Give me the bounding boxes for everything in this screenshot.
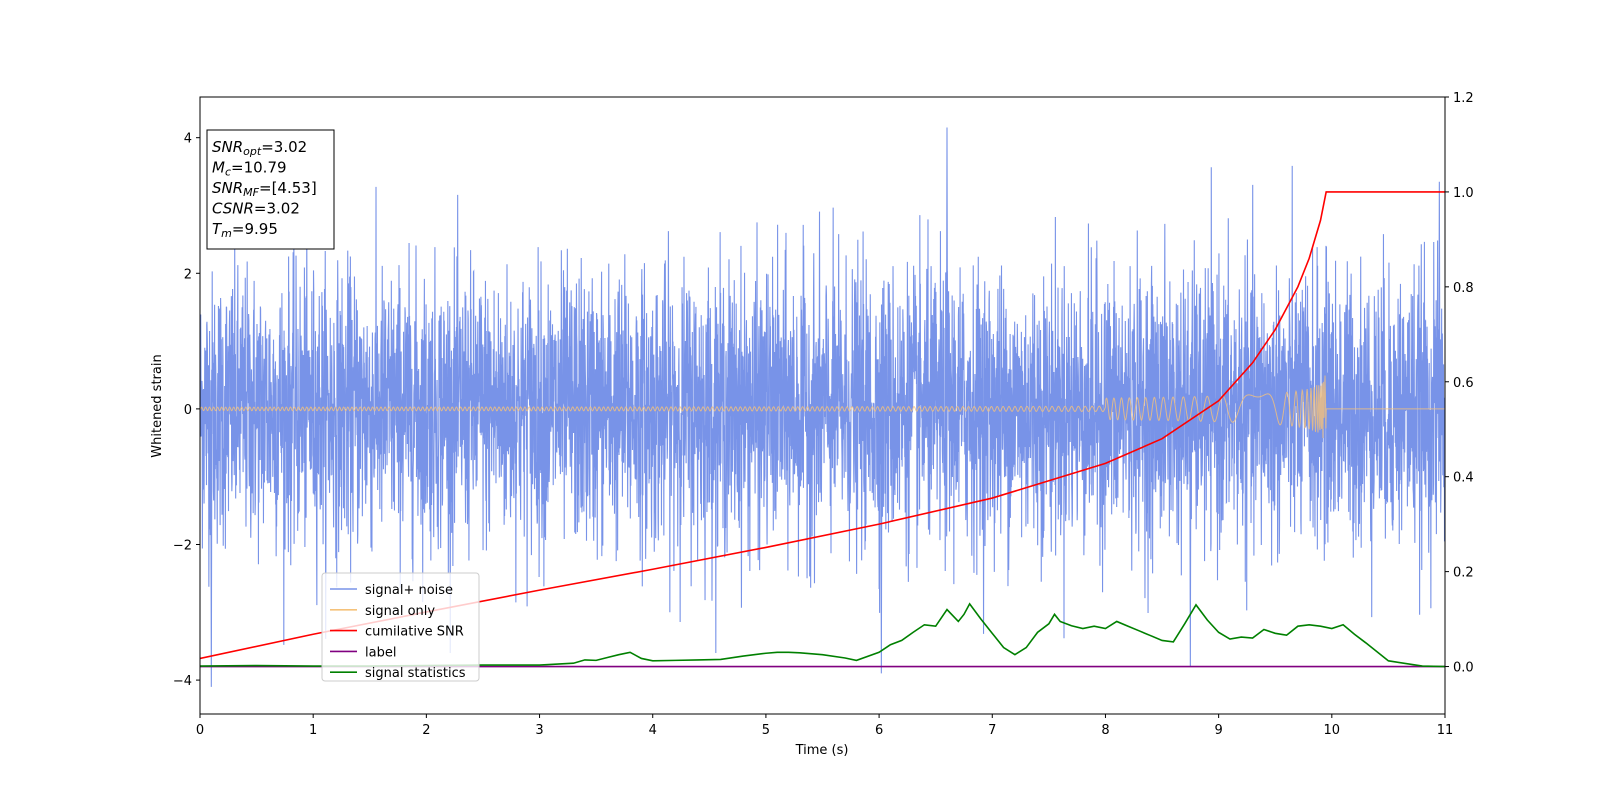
x-axis-label: Time (s) <box>795 743 849 758</box>
series-signal-statistics-line <box>200 602 1445 668</box>
y2-axis-ticks: 0.0 0.2 0.4 0.6 0.8 1.0 1.2 <box>1445 91 1474 676</box>
x-axis-ticks: 0 1 2 3 4 5 6 7 8 9 10 11 <box>196 714 1453 738</box>
legend-label: label <box>365 645 396 660</box>
y2-tick-label: 0.8 <box>1453 281 1474 296</box>
y-tick-label: 4 <box>184 132 192 147</box>
y2-tick-label: 1.0 <box>1453 186 1474 201</box>
y-tick-label: 0 <box>184 403 192 418</box>
x-tick-label: 0 <box>196 723 204 738</box>
y2-tick-label: 0.0 <box>1453 661 1474 676</box>
y-tick-label: −2 <box>173 538 192 553</box>
y-axis-ticks: −4 −2 0 2 4 <box>173 132 200 689</box>
x-tick-label: 6 <box>875 723 883 738</box>
x-tick-label: 1 <box>309 723 317 738</box>
x-tick-label: 9 <box>1214 723 1222 738</box>
info-line: SNRopt=3.02 <box>212 138 307 158</box>
y2-tick-label: 1.2 <box>1453 91 1474 106</box>
y2-tick-label: 0.2 <box>1453 566 1474 581</box>
legend-label: signal only <box>365 604 435 619</box>
x-tick-label: 11 <box>1437 723 1454 738</box>
plot-frame <box>199 96 1446 715</box>
x-tick-label: 10 <box>1324 723 1341 738</box>
y2-tick-label: 0.4 <box>1453 471 1474 486</box>
x-tick-label: 2 <box>422 723 430 738</box>
legend-frame <box>321 572 480 682</box>
legend-item-signal-only: signal only <box>330 604 435 619</box>
legend-item-signal-statistics: signal statistics <box>330 666 466 681</box>
x-tick-label: 5 <box>762 723 770 738</box>
x-tick-label: 8 <box>1101 723 1109 738</box>
legend-label: signal+ noise <box>365 583 453 598</box>
info-line: SNRMF=[4.53] <box>212 179 317 199</box>
y-axis-label: Whitened strain <box>150 354 165 457</box>
series-signal-noise-line <box>200 127 1445 687</box>
legend-label: signal statistics <box>365 666 466 681</box>
x-tick-label: 3 <box>535 723 543 738</box>
info-box: SNRopt=3.02Mc=10.79SNRMF=[4.53]CSNR=3.02… <box>206 129 335 250</box>
y-tick-label: −4 <box>173 674 192 689</box>
info-box-frame <box>206 129 335 250</box>
legend: signal+ noise signal only cumilative SNR la… <box>321 572 480 682</box>
series-cumulative-snr-line <box>200 191 1445 660</box>
y-tick-label: 2 <box>184 267 192 282</box>
info-line: Mc=10.79 <box>212 159 287 179</box>
x-tick-label: 4 <box>649 723 657 738</box>
series-signal-only-line <box>200 375 1445 439</box>
info-line: CSNR=3.02 <box>212 200 300 218</box>
y2-tick-label: 0.6 <box>1453 376 1474 391</box>
x-tick-label: 7 <box>988 723 996 738</box>
info-line: Tm=9.95 <box>212 220 278 240</box>
legend-item-signal-noise: signal+ noise <box>330 583 453 598</box>
legend-item-label: label <box>330 645 396 660</box>
legend-item-cumulative-snr: cumilative SNR <box>330 625 464 640</box>
legend-label: cumilative SNR <box>365 625 464 640</box>
